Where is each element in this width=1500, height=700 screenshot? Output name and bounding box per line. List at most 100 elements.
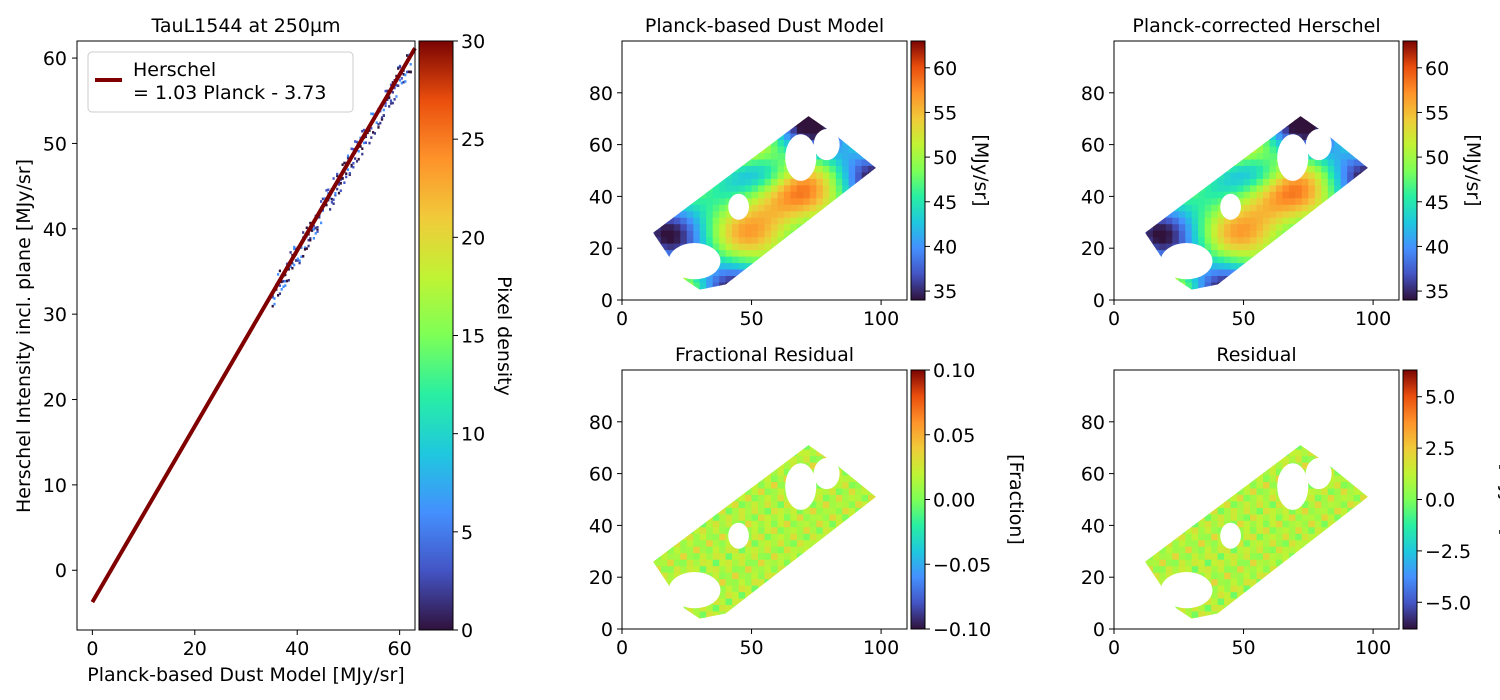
map-cell — [1217, 275, 1225, 283]
map-cell — [1360, 139, 1368, 147]
map-cell — [725, 158, 733, 166]
map-cell — [855, 236, 863, 244]
map-cell — [680, 230, 688, 238]
map-cell — [667, 436, 674, 443]
map-cell — [667, 158, 675, 166]
y-tick-label: 50 — [43, 133, 67, 155]
map-cell — [1230, 474, 1238, 482]
map-cell — [1301, 449, 1309, 457]
map-cell — [1185, 610, 1193, 618]
map-cell — [745, 507, 753, 515]
map-cell — [765, 436, 772, 443]
map-cell — [1269, 256, 1277, 264]
map-cell — [1159, 288, 1167, 290]
map-cell — [1204, 494, 1212, 502]
map-cell — [1224, 436, 1231, 443]
density-point — [314, 232, 317, 235]
map-cell — [725, 184, 733, 192]
map-cell — [1282, 617, 1290, 619]
map-cell — [1366, 500, 1368, 508]
map-cell — [1360, 585, 1368, 593]
map-cell — [796, 262, 804, 270]
map-cell — [1353, 461, 1361, 469]
map-cell — [1275, 526, 1283, 534]
density-point — [406, 54, 409, 57]
map-cell — [803, 178, 811, 186]
map-cell — [660, 262, 668, 270]
map-cell — [751, 591, 759, 599]
map-cell — [732, 178, 740, 186]
map-cell — [719, 139, 727, 147]
map-cell — [764, 617, 772, 619]
map-cell — [1237, 165, 1245, 173]
map-cell — [1334, 184, 1342, 192]
map-cell — [1275, 139, 1283, 147]
map-cell — [686, 526, 694, 534]
map-cell — [1152, 617, 1160, 619]
map-cell — [725, 552, 733, 560]
map-cell — [848, 565, 856, 573]
map-cell — [1353, 204, 1361, 212]
map-cell — [654, 526, 662, 534]
map-cell — [686, 139, 694, 147]
map-cell — [1237, 520, 1245, 528]
map-cell — [1152, 520, 1160, 528]
map-cell — [660, 487, 668, 495]
map-cell — [738, 236, 746, 244]
map-cell — [822, 604, 830, 612]
map-colorbar — [1402, 40, 1418, 301]
map-cell — [1230, 281, 1238, 289]
map-cell — [1301, 204, 1309, 212]
map-cell — [1353, 243, 1361, 251]
map-cell — [686, 281, 694, 289]
map-cell — [1334, 210, 1342, 218]
density-point — [309, 237, 312, 240]
map-cell — [1366, 461, 1368, 469]
map-cell — [1295, 268, 1303, 276]
map-cell — [1224, 474, 1232, 482]
map-cell — [654, 445, 662, 450]
map-cell — [1334, 275, 1342, 283]
map-cell — [1353, 126, 1361, 134]
map-cell — [686, 171, 694, 179]
map-cell — [1263, 572, 1271, 580]
map-cell — [1275, 178, 1283, 186]
map-cell — [732, 572, 740, 580]
map-cell — [1211, 552, 1219, 560]
map-cell — [653, 268, 655, 276]
density-point — [389, 83, 393, 87]
map-cell — [738, 474, 746, 482]
density-point — [332, 202, 335, 205]
map-cell — [713, 107, 720, 114]
map-cell — [699, 565, 707, 573]
map-cell — [732, 617, 740, 619]
map-cell — [1243, 500, 1251, 508]
map-cell — [1288, 591, 1296, 599]
map-cell — [829, 559, 837, 567]
density-point — [273, 297, 276, 300]
map-cell — [861, 217, 869, 225]
map-cell — [796, 445, 804, 450]
map-cell — [673, 230, 681, 238]
map-cell — [861, 223, 869, 231]
map-cell — [868, 139, 876, 147]
map-cell — [796, 217, 804, 225]
map-cell — [1191, 223, 1199, 231]
map-cell — [751, 120, 759, 128]
map-cell — [667, 572, 675, 580]
map-cell — [1230, 288, 1238, 290]
map-cell — [758, 572, 766, 580]
map-cell — [822, 158, 830, 166]
map-cell — [777, 217, 785, 225]
density-point — [404, 80, 407, 83]
map-cell — [783, 526, 791, 534]
map-cell — [1250, 184, 1258, 192]
density-point — [320, 200, 323, 203]
map-cell — [758, 223, 766, 231]
map-cell — [1159, 481, 1167, 489]
map-cell — [1301, 520, 1309, 528]
map-cell — [874, 500, 876, 508]
map-cell — [809, 604, 817, 612]
map-cell — [796, 281, 804, 289]
masked-region — [813, 129, 840, 161]
